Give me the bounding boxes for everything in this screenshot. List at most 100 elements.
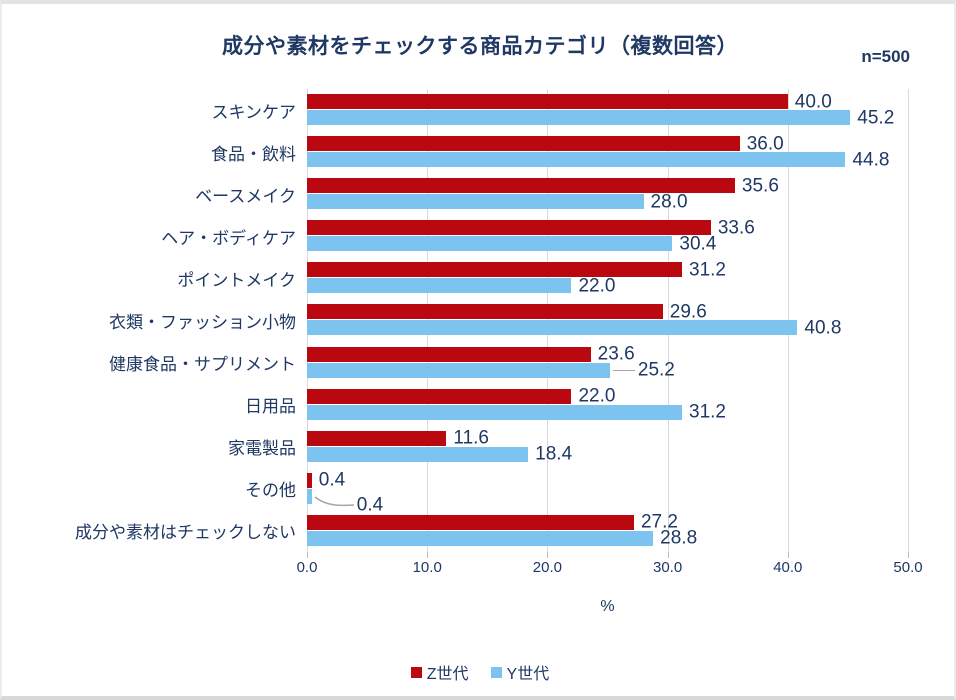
category-label: ヘア・ボディケア	[161, 228, 296, 248]
x-tick-label: 20.0	[532, 559, 562, 576]
value-label: 30.4	[679, 233, 717, 255]
bar-gen-z	[307, 304, 663, 320]
bar-gen-z	[307, 514, 634, 530]
bar-gen-z	[307, 430, 447, 446]
category-label: 健康食品・サプリメント	[109, 355, 296, 375]
bar-group: 23.6 25.2	[307, 342, 908, 384]
bar-group: 0.4 0.4	[307, 468, 908, 515]
chart-row: その他 0.4 0.4	[2, 468, 908, 515]
category-label: 日用品	[245, 397, 296, 417]
chart-rows: スキンケア 40.0 45.2 食品・飲料 36.0 44.8 ベースメイク 35.6 28.0…	[2, 89, 908, 552]
bar-group: 29.6 40.8	[307, 299, 908, 341]
category-label: スキンケア	[211, 102, 297, 122]
value-label: 44.8	[852, 149, 890, 171]
chart-row: ベースメイク 35.6 28.0	[2, 173, 908, 215]
value-label: 0.4	[356, 494, 384, 516]
bar-gen-z	[307, 178, 735, 194]
axis-tick	[427, 552, 429, 558]
axis-tick	[307, 552, 308, 558]
bar-gen-y	[307, 194, 644, 210]
x-tick-label: 50.0	[893, 559, 923, 576]
axis-tick	[787, 552, 789, 558]
chart-row: 日用品 22.0 31.2	[2, 384, 908, 426]
chart-row: ポイントメイク 31.2 22.0	[2, 257, 908, 299]
x-axis-title: %	[600, 598, 615, 615]
value-label: 28.8	[660, 527, 698, 549]
axis-tick	[908, 552, 909, 558]
chart-row: スキンケア 40.0 45.2	[2, 89, 908, 131]
x-tick-label: 30.0	[652, 559, 683, 576]
value-label: 31.2	[689, 401, 726, 423]
value-label: 22.0	[578, 385, 616, 407]
chart-row: 家電製品 11.6 18.4	[2, 426, 908, 468]
bar-gen-y	[307, 320, 798, 336]
chart-title: 成分や素材をチェックする商品カテゴリ（複数回答）	[222, 35, 738, 58]
bar-gen-y	[307, 446, 529, 462]
value-label: 22.0	[578, 275, 616, 297]
value-label: 23.6	[597, 343, 635, 365]
bar-group: 35.6 28.0	[307, 173, 908, 215]
chart-row: 衣類・ファッション小物 29.6 40.8	[2, 299, 908, 341]
chart-row: 食品・飲料 36.0 44.8	[2, 131, 908, 173]
leader-line	[612, 370, 635, 372]
value-label: 45.2	[857, 107, 895, 128]
category-label: 衣類・ファッション小物	[109, 313, 296, 333]
x-tick-label: 10.0	[412, 559, 442, 576]
bar-gen-z	[307, 388, 572, 404]
category-label: ポイントメイク	[177, 270, 296, 290]
bar-gen-y	[307, 404, 683, 420]
bar-gen-y	[307, 362, 610, 378]
bar-gen-z	[307, 220, 711, 236]
x-tick-label: 0.0	[296, 559, 318, 576]
axis-tick	[547, 552, 549, 558]
gridline	[908, 89, 909, 552]
chart-row: ヘア・ボディケア 33.6 30.4	[2, 215, 908, 257]
value-label: 40.0	[794, 91, 832, 112]
value-label: 28.0	[650, 191, 688, 213]
legend-swatch	[490, 666, 502, 678]
value-label: 31.2	[689, 259, 726, 281]
bar-group: 36.0 44.8	[307, 131, 908, 173]
value-label: 25.2	[637, 359, 675, 381]
bar-gen-z	[307, 262, 683, 278]
bar-gen-y	[307, 278, 572, 294]
leader-curve	[314, 495, 356, 511]
bar-gen-y	[307, 488, 312, 504]
value-label: 18.4	[535, 443, 573, 465]
bar-gen-y	[307, 530, 654, 546]
bar-group: 11.6 18.4	[307, 426, 908, 468]
category-label: 成分や素材はチェックしない	[75, 523, 296, 543]
value-label: 0.4	[318, 469, 346, 491]
legend: Z世代 Y世代	[2, 660, 954, 684]
bar-group: 40.0 45.2	[307, 89, 908, 131]
sample-size-label: n=500	[861, 47, 910, 66]
bar-gen-y	[307, 152, 846, 168]
bar-group: 27.2 28.8	[307, 510, 908, 552]
chart-row: 健康食品・サプリメント 23.6 25.2	[2, 342, 908, 384]
axis-tick	[667, 552, 669, 558]
value-label: 11.6	[453, 427, 489, 449]
bar-group: 22.0 31.2	[307, 384, 908, 426]
bar-gen-y	[307, 110, 851, 125]
value-label: 36.0	[746, 133, 784, 155]
legend-label: Z世代	[426, 666, 469, 683]
bar-gen-z	[307, 346, 591, 362]
legend-item: Y世代	[490, 660, 549, 684]
x-tick-label: 40.0	[773, 559, 803, 576]
bar-gen-z	[307, 136, 740, 152]
legend-item: Z世代	[410, 660, 469, 684]
bar-gen-y	[307, 236, 673, 252]
bar-group: 31.2 22.0	[307, 257, 908, 299]
category-label: 家電製品	[228, 439, 296, 459]
bar-gen-z	[307, 94, 788, 109]
value-label: 40.8	[804, 317, 842, 339]
bar-group: 33.6 30.4	[307, 215, 908, 257]
category-label: 食品・飲料	[211, 144, 296, 164]
value-label: 35.6	[741, 175, 779, 197]
chart-row: 成分や素材はチェックしない 27.2 28.8	[2, 510, 908, 552]
value-label: 29.6	[669, 301, 707, 323]
bar-gen-z	[307, 472, 312, 488]
category-label: ベースメイク	[195, 186, 296, 206]
legend-swatch	[410, 666, 422, 678]
